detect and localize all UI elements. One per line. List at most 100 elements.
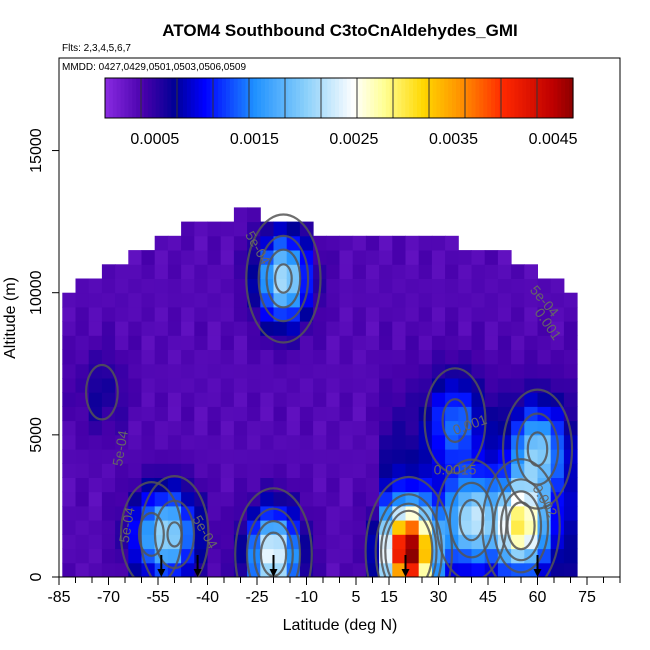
x-tick-label: 15 [380, 589, 398, 606]
field-cell [101, 278, 116, 294]
field-cell [75, 349, 90, 365]
field-cell [537, 392, 552, 407]
field-cell [115, 434, 129, 450]
field-cell [62, 406, 76, 422]
colorbar-segment [300, 78, 305, 118]
colorbar-segment [241, 78, 246, 118]
field-cell [379, 491, 393, 507]
field-cell [220, 278, 235, 294]
field-cell [220, 477, 235, 493]
field-cell [379, 420, 393, 436]
field-cell [339, 378, 354, 393]
field-cell [167, 406, 182, 422]
contour-line [441, 398, 469, 444]
field-cell [141, 463, 156, 478]
field-cell [88, 420, 103, 436]
field-cell [101, 477, 116, 493]
field-cell [537, 306, 552, 322]
x-axis-label: Latitude (deg N) [283, 617, 398, 634]
field-cell [339, 534, 354, 550]
colorbar-segment [424, 78, 430, 118]
field-cell [260, 449, 274, 464]
field-cell [260, 306, 274, 322]
field-cell [365, 378, 380, 393]
field-cell [220, 250, 235, 265]
field-cell [418, 449, 433, 464]
field-cell [128, 264, 142, 279]
field-cell [207, 250, 222, 265]
field-cell [181, 548, 195, 564]
x-axis: -85 -70 -55 -40 -25 -10 5 15 30 45 60 75 [47, 577, 621, 606]
field-cell [194, 292, 208, 308]
field-cell [207, 406, 222, 422]
colorbar-segment [491, 78, 496, 118]
colorbar-segment [253, 78, 258, 118]
field-cell [392, 264, 406, 279]
x-tick-label: 60 [529, 589, 547, 606]
field-cell [326, 363, 340, 379]
field-cell [352, 392, 367, 407]
field-cell [128, 548, 142, 564]
field-cell [220, 534, 235, 550]
colorbar-segment [190, 78, 196, 118]
field-cell [563, 349, 578, 365]
field-cell [313, 335, 327, 350]
contour-line [515, 412, 560, 486]
field-cell [418, 264, 433, 279]
field-cell [326, 449, 340, 464]
field-cell [405, 449, 420, 464]
field-cell [339, 235, 354, 251]
field-cell [181, 278, 195, 294]
field-cell [352, 463, 367, 478]
field-cell [167, 363, 182, 379]
field-cell [62, 420, 76, 436]
colorbar-segment [510, 78, 516, 118]
field-cell [339, 434, 354, 450]
field-cell [299, 306, 314, 322]
field-cell [181, 477, 195, 493]
field-cell [392, 520, 406, 535]
field-cell [167, 335, 182, 350]
contour-label: 0.0015 [434, 462, 477, 478]
field-cell [181, 392, 195, 407]
field-cell [194, 321, 208, 336]
colorbar-segment [440, 78, 445, 118]
field-cell [365, 463, 380, 478]
field-cell [75, 477, 90, 493]
field-cell [537, 363, 552, 379]
field-cell [154, 321, 169, 336]
field-cell [313, 562, 327, 577]
field-cell [392, 463, 406, 478]
field-cell [313, 349, 327, 365]
colorbar-segment [350, 78, 356, 118]
profile-marker-arrow [533, 569, 542, 577]
field-cell [88, 505, 103, 521]
field-cell [392, 534, 406, 550]
contour-line [137, 511, 165, 557]
field-cell [405, 306, 420, 322]
field-cell [247, 477, 261, 493]
field-cell [497, 434, 512, 450]
field-cell [75, 292, 90, 308]
field-cell [511, 406, 525, 422]
field-cell [75, 321, 90, 336]
colorbar-segment [128, 78, 133, 118]
field-cell [207, 534, 222, 550]
field-cell [484, 250, 499, 265]
field-cell [431, 250, 446, 265]
field-cell [260, 463, 274, 478]
field-cell [392, 392, 406, 407]
field-cell [286, 477, 301, 493]
field-cell [497, 335, 512, 350]
field-cell [352, 349, 367, 365]
field-cell [181, 292, 195, 308]
field-cell [313, 321, 327, 336]
field-cell [101, 363, 116, 379]
field-cell [286, 349, 301, 365]
colorbar-segment [362, 78, 367, 118]
colorbar-segment [456, 78, 461, 118]
field-cell [445, 264, 459, 279]
field-cell [365, 406, 380, 422]
field-cell [247, 321, 261, 336]
colorbar-segment [393, 78, 399, 118]
